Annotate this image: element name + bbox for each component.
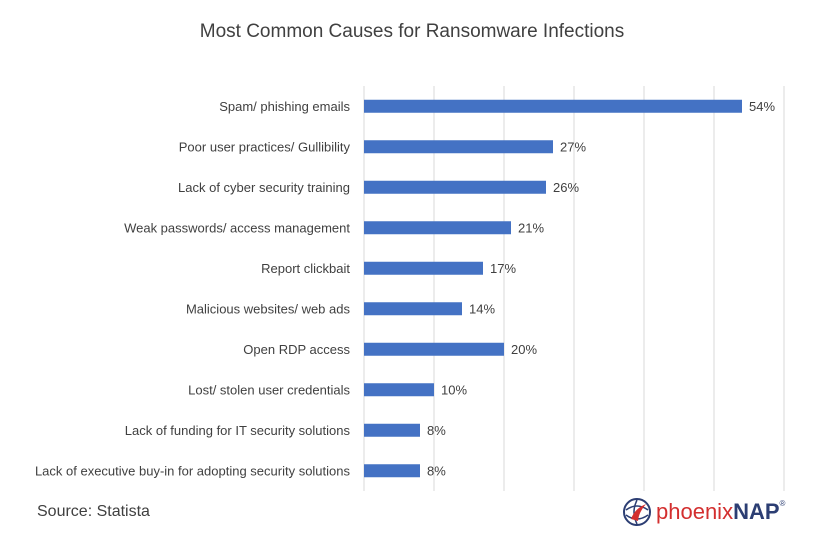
bar <box>364 342 504 356</box>
bar <box>364 221 511 235</box>
data-label: 27% <box>560 139 586 154</box>
bar <box>364 383 434 397</box>
category-label: Malicious websites/ web ads <box>186 301 351 316</box>
data-label: 54% <box>749 99 775 114</box>
gridlines <box>363 86 785 491</box>
category-label: Poor user practices/ Gullibility <box>179 139 351 154</box>
data-label: 17% <box>490 261 516 276</box>
phoenix-globe-icon <box>623 498 651 526</box>
data-label: 20% <box>511 342 537 357</box>
bar <box>364 423 420 437</box>
category-label: Spam/ phishing emails <box>219 99 350 114</box>
category-label: Weak passwords/ access management <box>124 220 350 235</box>
category-label: Lost/ stolen user credentials <box>188 382 350 397</box>
category-labels: Spam/ phishing emails Poor user practices… <box>35 99 351 479</box>
bar <box>364 261 483 275</box>
data-label: 14% <box>469 301 495 316</box>
bar <box>364 140 553 154</box>
bars <box>364 99 742 478</box>
bar <box>364 180 546 194</box>
category-label: Report clickbait <box>261 261 350 276</box>
source-note: Source: Statista <box>37 503 150 520</box>
data-label: 8% <box>427 463 446 478</box>
category-label: Lack of funding for IT security solution… <box>125 423 351 438</box>
category-label: Lack of cyber security training <box>178 180 350 195</box>
category-label: Lack of executive buy-in for adopting se… <box>35 463 351 478</box>
chart-title: Most Common Causes for Ransomware Infect… <box>200 21 625 42</box>
logo-wordmark: phoenixNAP® <box>656 499 786 524</box>
value-labels: 54% 27% 26% 21% 17% 14% 20% 10% 8% 8% <box>427 99 775 479</box>
phoenixnap-logo: phoenixNAP® <box>622 497 785 527</box>
bar <box>364 464 420 478</box>
category-label: Open RDP access <box>243 342 350 357</box>
bar <box>364 99 742 113</box>
data-label: 8% <box>427 423 446 438</box>
data-label: 21% <box>518 220 544 235</box>
data-label: 10% <box>441 382 467 397</box>
data-label: 26% <box>553 180 579 195</box>
bar <box>364 302 462 316</box>
